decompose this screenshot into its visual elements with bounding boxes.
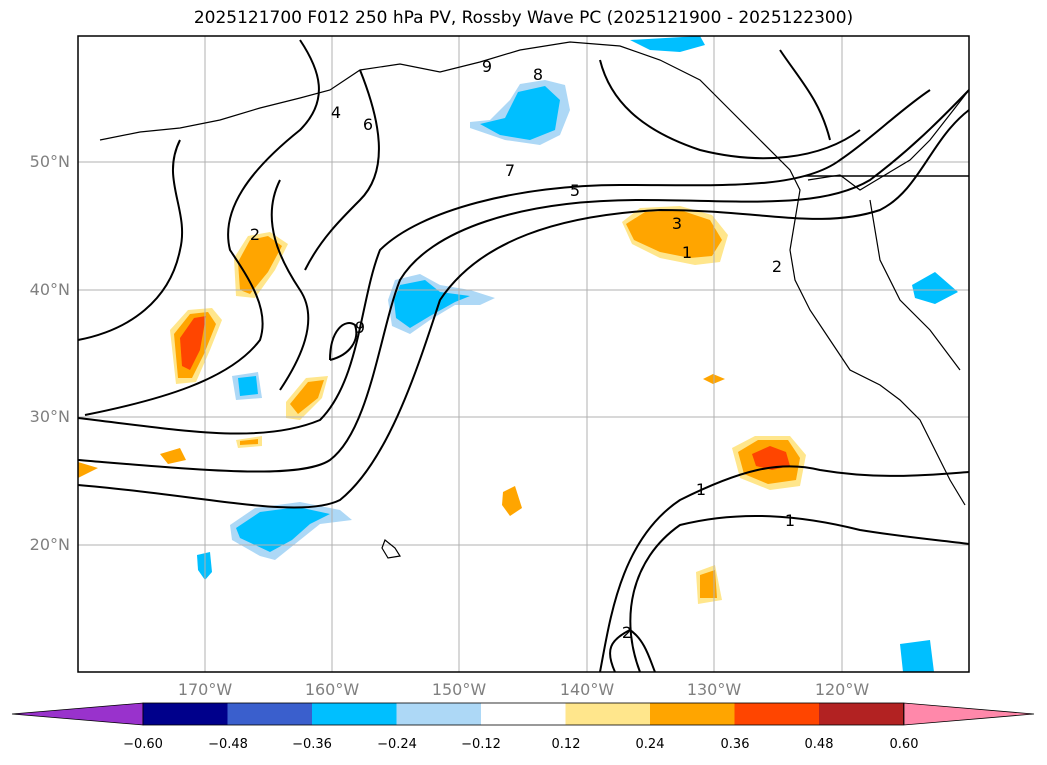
contour-label: 1 [696,480,706,499]
colorbar-tick: 0.24 [635,737,665,752]
contour-label: 9 [355,318,365,337]
contour-label: 2 [622,623,632,642]
lon-label: 150°W [431,680,487,699]
colorbar-cell [819,703,904,725]
plot-frame [77,35,970,673]
colorbar-over-arrow [903,702,1035,726]
colorbar-border [142,702,904,726]
contour-label: 3 [672,214,682,233]
coastlines [99,41,970,559]
contour-label: 2 [772,257,782,276]
lat-label: 30°N [29,407,70,426]
colorbar-cell [734,703,820,725]
colorbar-tick: −0.60 [123,737,163,752]
lon-label: 170°W [177,680,233,699]
contour-label-group: 9 8 7 5 4 6 2 3 1 2 9 1 1 2 [250,57,795,642]
colorbar-cell [565,703,651,725]
colorbar-cell [227,703,313,725]
contour-label: 6 [363,115,373,134]
pv-contours [77,39,970,673]
colorbar-tick: 0.36 [720,737,750,752]
colorbar-tick: −0.48 [208,737,248,752]
lat-label: 50°N [29,152,70,171]
lat-label: 20°N [29,535,70,554]
colorbar-tick: 0.12 [551,737,581,752]
contour-label: 5 [570,181,580,200]
colorbar-cell [312,703,397,725]
colorbar-tick: −0.36 [292,737,332,752]
lon-label: 130°W [686,680,742,699]
lon-label: 160°W [304,680,360,699]
colorbar-cell [481,703,566,725]
contour-label: 7 [505,161,515,180]
lat-label: 40°N [29,280,70,299]
colorbar-tick: 0.60 [889,737,919,752]
colorbar-cell [396,703,482,725]
contour-label: 1 [682,243,692,262]
colorbar-cell [650,703,735,725]
contour-label: 8 [533,65,543,84]
contour-label: 9 [482,57,492,76]
anomaly-shading [78,36,958,672]
contour-label: 4 [331,103,341,122]
map-title: 2025121700 F012 250 hPa PV, Rossby Wave … [193,8,854,28]
contour-label: 2 [250,225,260,244]
lon-label: 120°W [814,680,870,699]
colorbar-cell [143,703,228,725]
colorbar-tick: −0.24 [377,737,417,752]
colorbar-under-arrow [11,702,144,726]
contour-label: 1 [785,511,795,530]
colorbar-tick: −0.12 [461,737,501,752]
colorbar [11,702,1035,726]
lon-label: 140°W [559,680,615,699]
colorbar-tick: 0.48 [804,737,834,752]
